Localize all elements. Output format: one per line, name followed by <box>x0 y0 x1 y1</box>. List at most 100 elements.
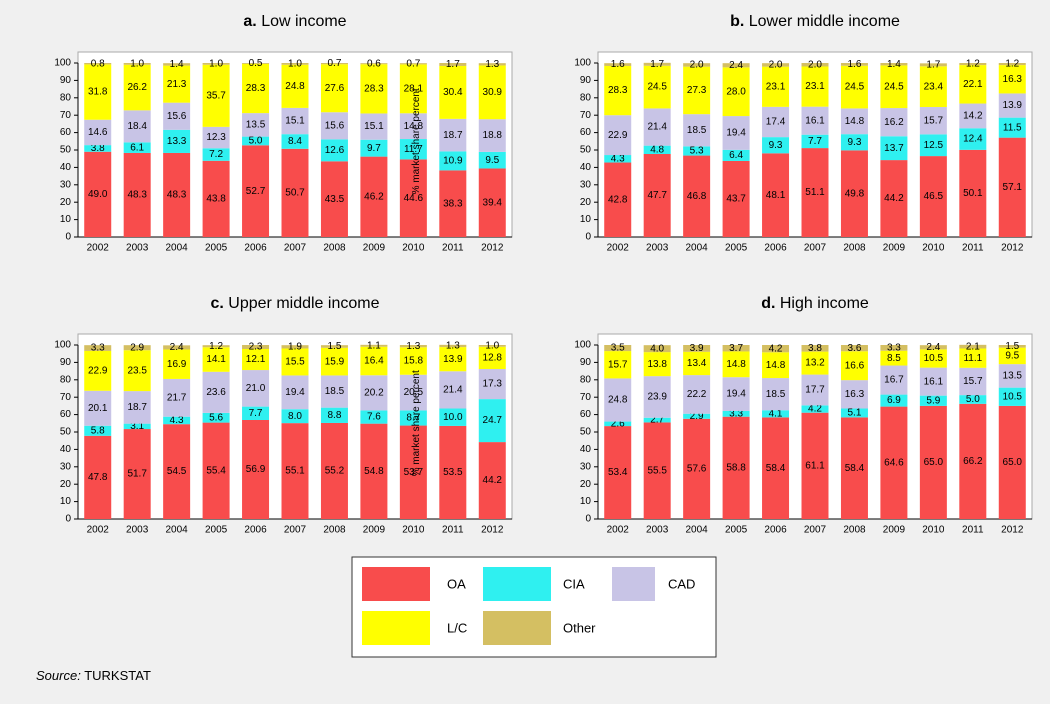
data-label: 7.7 <box>808 136 822 147</box>
x-tick-label: 2011 <box>442 243 464 254</box>
data-label: 28.0 <box>726 86 746 97</box>
x-tick-label: 2010 <box>402 243 425 254</box>
x-tick-label: 2005 <box>725 525 748 536</box>
bar-segment <box>683 345 711 352</box>
bar-segment <box>643 62 671 66</box>
data-label: 47.7 <box>647 190 667 201</box>
data-label: 9.5 <box>1005 351 1019 362</box>
bar-segment <box>399 425 427 519</box>
data-label: 49.8 <box>845 188 865 199</box>
y-tick-label: 80 <box>60 92 72 103</box>
source-text: TURKSTAT <box>84 668 151 683</box>
data-label: 55.2 <box>325 466 345 477</box>
source: Source: TURKSTAT <box>36 668 151 683</box>
bar-segment <box>880 136 908 161</box>
data-label: 56.9 <box>246 464 266 475</box>
data-label: 1.0 <box>209 59 223 70</box>
data-label: 12.5 <box>924 140 944 151</box>
bar-segment <box>604 351 632 379</box>
chart-title: c. Upper middle income <box>211 295 380 312</box>
data-label: 5.1 <box>848 408 862 419</box>
bar-segment <box>439 344 467 348</box>
data-label: 48.1 <box>766 190 786 201</box>
x-tick-label: 2008 <box>323 243 346 254</box>
x-tick-label: 2003 <box>646 525 669 536</box>
data-label: 1.0 <box>288 59 302 70</box>
data-label: 46.5 <box>924 191 944 202</box>
data-label: 18.5 <box>687 125 707 136</box>
data-label: 3.1 <box>130 421 144 432</box>
y-tick-label: 60 <box>60 127 72 138</box>
bar-segment <box>202 345 230 348</box>
x-tick-label: 2005 <box>205 243 228 254</box>
data-label: 2.7 <box>650 415 664 426</box>
bar-segment <box>242 63 270 114</box>
y-tick-label: 0 <box>65 232 71 243</box>
y-tick-label: 90 <box>60 75 72 86</box>
legend-swatch <box>483 611 551 645</box>
data-label: 16.6 <box>845 360 865 371</box>
data-label: 12.3 <box>206 132 226 143</box>
data-label: 8.7 <box>406 413 420 424</box>
bar-segment <box>683 63 711 67</box>
y-tick-label: 80 <box>580 374 592 385</box>
bar-segment <box>478 151 506 169</box>
y-tick-label: 80 <box>580 92 592 103</box>
data-label: 17.4 <box>766 117 786 128</box>
x-tick-label: 2002 <box>87 243 110 254</box>
data-label: 55.1 <box>285 466 305 477</box>
panel-letter: a. <box>243 13 256 30</box>
y-tick-label: 0 <box>585 232 591 243</box>
y-tick-label: 90 <box>580 357 592 368</box>
data-label: 15.1 <box>285 116 305 127</box>
data-label: 31.8 <box>88 87 108 98</box>
bar-segment <box>478 442 506 519</box>
y-tick-label: 50 <box>60 145 72 156</box>
chart-title: a. Low income <box>243 13 346 30</box>
data-label: 21.3 <box>167 79 187 90</box>
data-label: 14.2 <box>963 111 983 122</box>
bar-segment <box>840 150 868 237</box>
bar-segment <box>643 352 671 377</box>
bar-segment <box>801 106 829 135</box>
data-label: 46.2 <box>364 191 384 202</box>
bar-segment <box>242 136 270 146</box>
bar-segment <box>399 64 427 114</box>
data-label: 19.4 <box>726 128 746 139</box>
y-tick-label: 20 <box>580 479 592 490</box>
data-label: 11.5 <box>1003 122 1022 133</box>
bar-segment <box>163 63 191 66</box>
source-label: Source: <box>36 668 81 683</box>
bar-segment <box>722 377 750 411</box>
bar-segment <box>439 118 467 152</box>
bar-segment <box>604 421 632 427</box>
data-label: 53.5 <box>443 467 463 478</box>
bar-segment <box>123 110 151 143</box>
bar-segment <box>722 160 750 237</box>
y-tick-label: 0 <box>65 514 71 525</box>
data-label: 1.4 <box>170 59 184 70</box>
y-tick-label: 20 <box>60 479 72 490</box>
bar-segment <box>959 63 987 66</box>
data-label: 58.4 <box>766 463 786 474</box>
bar-segment <box>163 129 191 153</box>
bar-segment <box>360 63 388 65</box>
data-label: 66.2 <box>963 456 983 467</box>
bar-segment <box>84 119 112 146</box>
x-tick-label: 2011 <box>962 525 984 536</box>
data-label: 15.7 <box>924 115 944 126</box>
x-tick-label: 2011 <box>962 243 984 254</box>
data-label: 22.2 <box>687 389 707 400</box>
bar-segment <box>281 409 309 424</box>
bar-segment <box>281 64 309 108</box>
data-label: 26.2 <box>127 82 147 93</box>
bar-segment <box>604 155 632 163</box>
data-label: 23.9 <box>647 392 667 403</box>
bar-segment <box>643 65 671 109</box>
bar-segment <box>722 149 750 161</box>
data-label: 48.3 <box>127 190 147 201</box>
data-label: 4.2 <box>769 343 783 354</box>
data-label: 16.2 <box>884 117 904 128</box>
bar-segment <box>399 374 427 411</box>
data-label: 1.3 <box>406 341 420 352</box>
